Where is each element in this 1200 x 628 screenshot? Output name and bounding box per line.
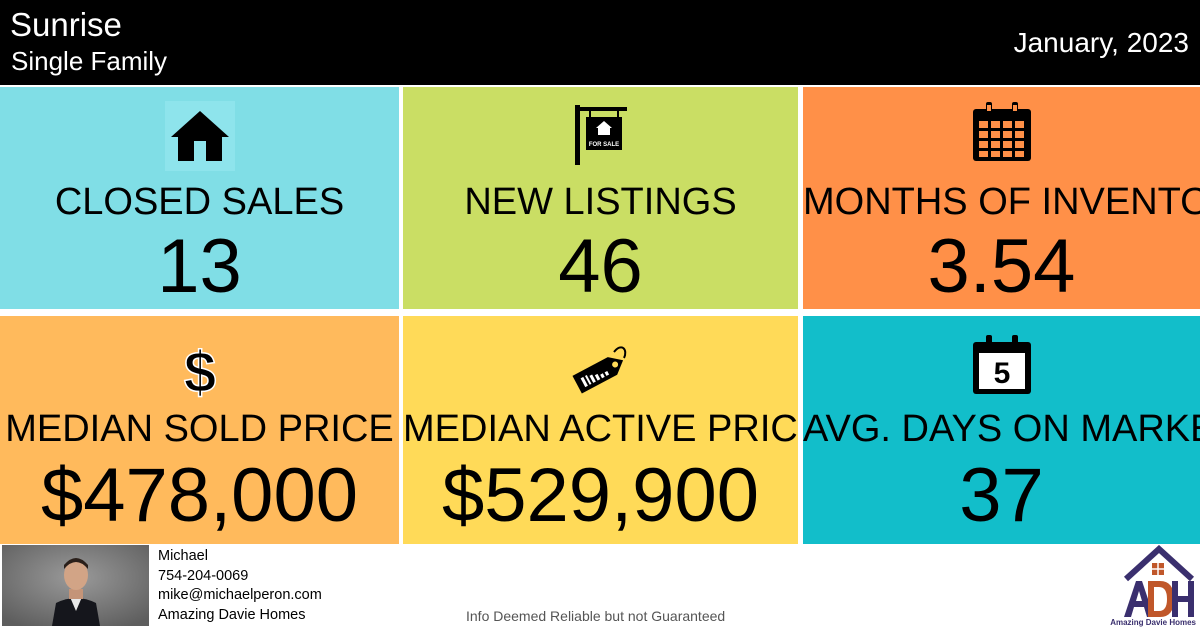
- new-listings-label: NEW LISTINGS: [464, 181, 737, 223]
- calendar-icon: [971, 101, 1033, 168]
- agent-footer: Michael 754-204-0069 mike@michaelperon.c…: [0, 544, 1200, 628]
- closed-sales-value: 13: [157, 224, 242, 309]
- report-header: Sunrise Single Family January, 2023: [0, 0, 1200, 85]
- calendar-day-icon: 5: [971, 334, 1033, 401]
- median-active-price-value: $529,900: [442, 453, 759, 538]
- avg-days-market-tile: 5 AVG. DAYS ON MARKET 37: [803, 316, 1200, 544]
- closed-sales-label: CLOSED SALES: [54, 181, 345, 223]
- months-inventory-label: MONTHS OF INVENTORY: [803, 181, 1200, 223]
- company-logo: [1120, 544, 1198, 628]
- price-tag-icon: [568, 334, 634, 401]
- for-sale-sign-text: FOR SALE: [588, 142, 618, 148]
- company-logo-caption: Amazing Davie Homes: [1110, 618, 1196, 627]
- disclaimer-text: Info Deemed Reliable but not Guaranteed: [466, 608, 726, 624]
- closed-sales-tile: CLOSED SALES 13: [0, 87, 399, 309]
- median-active-price-label: MEDIAN ACTIVE PRICE: [403, 408, 798, 450]
- new-listings-tile: FOR SALE NEW LISTINGS 46: [403, 87, 798, 309]
- agent-company: Amazing Davie Homes: [158, 606, 306, 623]
- new-listings-value: 46: [558, 224, 643, 309]
- agent-name: Michael: [158, 548, 208, 564]
- report-period: January, 2023: [1013, 27, 1189, 58]
- months-inventory-tile: MONTHS OF INVENTORY 3.54: [803, 87, 1200, 309]
- median-sold-price-tile: $ MEDIAN SOLD PRICE $478,000: [0, 316, 399, 544]
- median-sold-price-value: $478,000: [41, 453, 358, 538]
- house-icon: [164, 101, 235, 176]
- agent-phone[interactable]: 754-204-0069: [158, 567, 249, 584]
- calendar-day-number: 5: [993, 357, 1010, 390]
- for-sale-sign-icon: FOR SALE: [572, 101, 630, 172]
- median-active-price-tile: MEDIAN ACTIVE PRICE $529,900: [403, 316, 798, 544]
- agent-photo: [2, 545, 149, 626]
- city-title: Sunrise: [10, 6, 122, 43]
- months-inventory-value: 3.54: [927, 224, 1076, 309]
- property-type: Single Family: [11, 46, 168, 76]
- avg-days-market-value: 37: [959, 453, 1044, 538]
- dollar-sign-icon: $: [175, 339, 225, 407]
- avg-days-market-label: AVG. DAYS ON MARKET: [803, 408, 1200, 450]
- dollar-sign-glyph: $: [183, 340, 215, 402]
- agent-contact: Michael 754-204-0069 mike@michaelperon.c…: [158, 547, 322, 625]
- agent-email[interactable]: mike@michaelperon.com: [158, 587, 322, 603]
- median-sold-price-label: MEDIAN SOLD PRICE: [5, 408, 394, 450]
